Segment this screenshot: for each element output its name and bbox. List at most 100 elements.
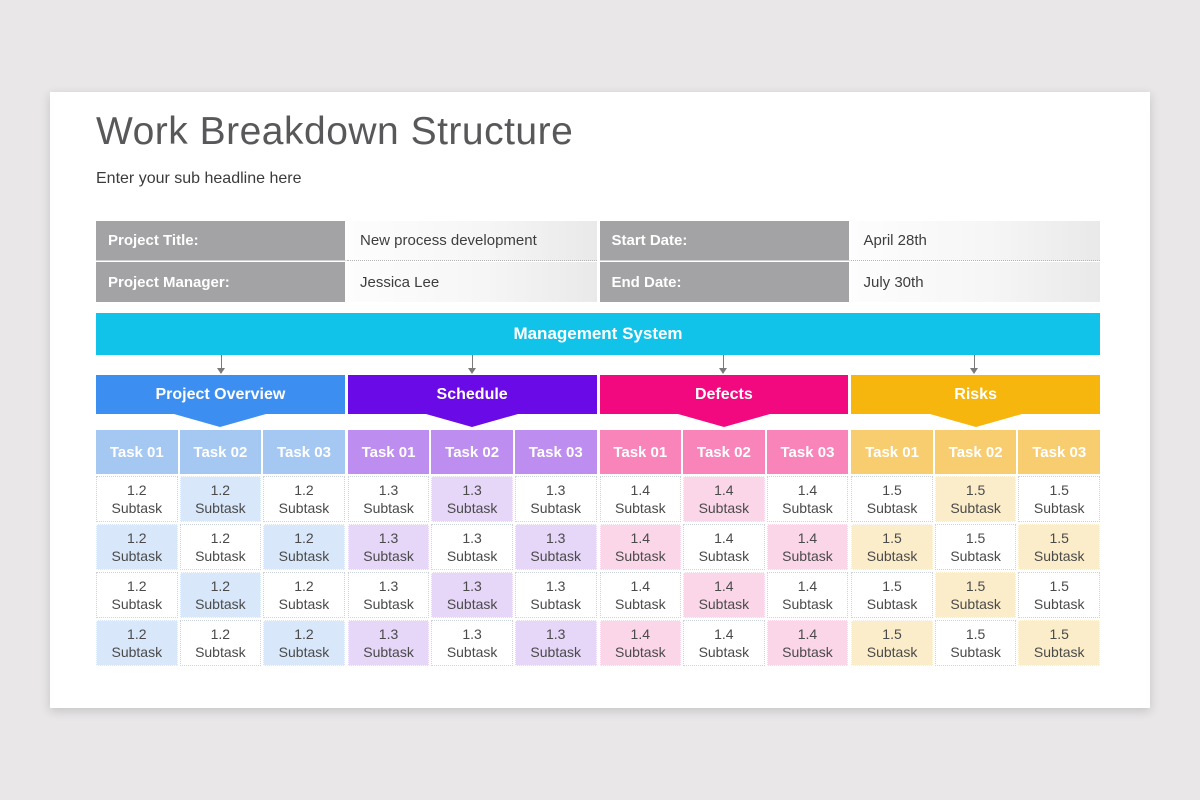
subtask-code: 1.4	[714, 481, 734, 498]
subtask-label: Subtask	[950, 500, 1001, 516]
subtask-code: 1.2	[294, 577, 314, 594]
subtask-code: 1.4	[630, 625, 651, 642]
subtask-cell: 1.3 Subtask	[431, 620, 513, 666]
subtask-code: 1.5	[882, 625, 902, 642]
subtask-code: 1.3	[545, 625, 566, 642]
task-column-header: Task 03	[514, 430, 597, 474]
subtask-cell: 1.2 Subtask	[263, 620, 345, 666]
subtask-code: 1.4	[714, 529, 734, 546]
subtask-label: Subtask	[1033, 500, 1085, 516]
slide-card: Work Breakdown Structure Enter your sub …	[50, 92, 1150, 708]
subtask-code: 1.5	[965, 529, 986, 546]
subtask-label: Subtask	[363, 500, 414, 516]
subtask-label: Subtask	[111, 548, 163, 564]
subtask-cell: 1.5 Subtask	[851, 524, 933, 570]
subtask-code: 1.4	[630, 529, 651, 546]
subtask-cell: 1.4 Subtask	[766, 476, 849, 522]
task-column-header: Task 01	[851, 430, 933, 474]
category-table-defects: Task 01 Task 02 Task 03 1.4 Subtask 1.4 Subtas…	[599, 430, 849, 666]
subtask-label: Subtask	[278, 596, 330, 612]
subtask-cell: 1.2 Subtask	[179, 620, 262, 666]
subtask-label: Subtask	[363, 596, 414, 612]
info-value: April 28th	[850, 221, 1100, 261]
subtask-code: 1.3	[378, 625, 399, 642]
subtask-cell: 1.4 Subtask	[599, 476, 682, 522]
info-value: July 30th	[850, 262, 1100, 302]
subtask-code: 1.4	[630, 577, 651, 594]
subtask-code: 1.3	[462, 481, 482, 498]
subtask-cell: 1.3 Subtask	[514, 476, 597, 522]
subtask-cell: 1.3 Subtask	[431, 476, 513, 522]
category-header-row: Project Overview Schedule Defects Risks	[96, 375, 1100, 414]
subtask-cell: 1.4 Subtask	[683, 572, 765, 618]
subtask-label: Subtask	[698, 596, 750, 612]
subtask-code: 1.2	[127, 529, 147, 546]
subtask-cell: 1.4 Subtask	[683, 476, 765, 522]
management-system-banner: Management System	[96, 313, 1100, 355]
subtask-cell: 1.5 Subtask	[1018, 476, 1100, 522]
subtask-code: 1.3	[545, 529, 566, 546]
subtask-cell: 1.3 Subtask	[514, 620, 597, 666]
category-header-defects: Defects	[599, 375, 849, 414]
subtask-cell: 1.4 Subtask	[766, 572, 849, 618]
subtask-code: 1.4	[797, 625, 818, 642]
subtask-label: Subtask	[950, 596, 1001, 612]
subtask-label: Subtask	[111, 644, 163, 660]
subtask-cell: 1.4 Subtask	[766, 524, 849, 570]
subtask-code: 1.5	[1049, 529, 1069, 546]
subtask-code: 1.3	[462, 529, 482, 546]
subtask-cell: 1.2 Subtask	[263, 572, 345, 618]
subtask-cell: 1.3 Subtask	[514, 524, 597, 570]
subtask-code: 1.2	[127, 625, 147, 642]
subtask-label: Subtask	[446, 500, 498, 516]
subtask-label: Subtask	[446, 548, 498, 564]
subtask-code: 1.3	[545, 577, 566, 594]
subtask-label: Subtask	[195, 548, 246, 564]
subtask-label: Subtask	[446, 644, 498, 660]
subtask-code: 1.5	[965, 577, 986, 594]
subtask-code: 1.2	[294, 529, 314, 546]
subtask-cell: 1.5 Subtask	[934, 476, 1017, 522]
page-title: Work Breakdown Structure	[96, 110, 574, 153]
project-info-table: Project Title: New process development P…	[96, 221, 1100, 302]
info-label: Start Date:	[599, 221, 851, 261]
project-info-right: Start Date: April 28th End Date: July 30…	[599, 221, 1100, 302]
subtask-code: 1.5	[1049, 577, 1069, 594]
subtask-label: Subtask	[782, 596, 833, 612]
subtask-code: 1.5	[965, 481, 986, 498]
subtask-code: 1.5	[882, 481, 902, 498]
category-table-risks: Task 01 Task 02 Task 03 1.5 Subtask 1.5 Subtas…	[851, 430, 1100, 666]
subtask-label: Subtask	[614, 644, 666, 660]
project-info-left: Project Title: New process development P…	[96, 221, 597, 302]
subtask-label: Subtask	[530, 644, 581, 660]
subtask-cell: 1.2 Subtask	[179, 524, 262, 570]
page-subtitle: Enter your sub headline here	[96, 170, 302, 187]
subtask-code: 1.2	[210, 625, 231, 642]
subtask-cell: 1.4 Subtask	[599, 524, 682, 570]
connector-arrows	[96, 355, 1100, 375]
info-value: Jessica Lee	[347, 262, 597, 302]
subtask-label: Subtask	[614, 596, 666, 612]
subtask-code: 1.3	[545, 481, 566, 498]
info-label: Project Manager:	[96, 262, 347, 302]
subtask-label: Subtask	[278, 644, 330, 660]
subtask-cell: 1.5 Subtask	[934, 572, 1017, 618]
subtask-label: Subtask	[530, 596, 581, 612]
subtask-code: 1.5	[1049, 625, 1069, 642]
subtask-code: 1.2	[210, 577, 231, 594]
task-column-header: Task 02	[431, 430, 513, 474]
category-header-schedule: Schedule	[347, 375, 597, 414]
subtask-cell: 1.4 Subtask	[599, 572, 682, 618]
subtask-label: Subtask	[111, 596, 163, 612]
subtask-code: 1.3	[378, 529, 399, 546]
task-column-header: Task 03	[766, 430, 849, 474]
category-table-project-overview: Task 01 Task 02 Task 03 1.2 Subtask 1.2 Subtas…	[96, 430, 345, 666]
subtask-label: Subtask	[782, 548, 833, 564]
subtask-label: Subtask	[782, 500, 833, 516]
subtask-label: Subtask	[866, 548, 918, 564]
task-column-header: Task 03	[263, 430, 345, 474]
subtask-label: Subtask	[530, 548, 581, 564]
info-label: Project Title:	[96, 221, 347, 261]
subtask-label: Subtask	[614, 548, 666, 564]
